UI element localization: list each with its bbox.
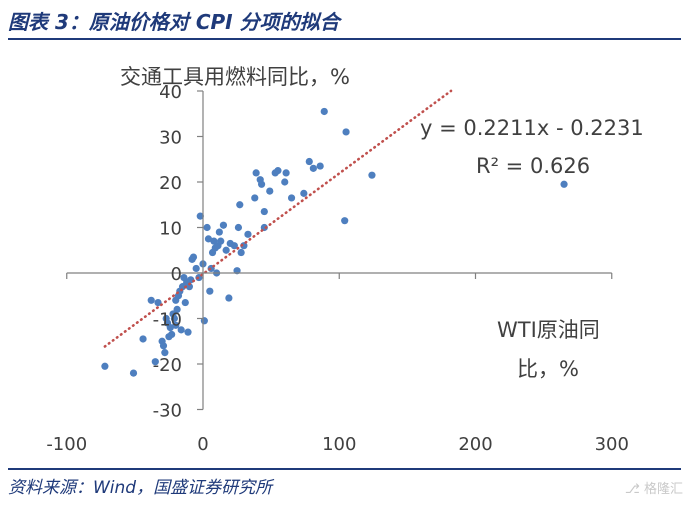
data-point (168, 330, 176, 339)
data-point (274, 167, 282, 175)
data-point (217, 237, 225, 245)
data-point (196, 212, 204, 220)
y-tick-label: 40 (159, 82, 182, 103)
data-point (260, 207, 268, 216)
r-squared: R² = 0.626 (476, 154, 590, 178)
x-tick-label: 300 (595, 434, 629, 455)
title-rule (8, 38, 681, 40)
trendline-layer (103, 89, 453, 348)
data-point (282, 169, 290, 177)
data-point (341, 217, 349, 225)
data-point (181, 298, 189, 307)
data-point (560, 180, 568, 188)
data-point (151, 358, 159, 366)
data-point (139, 335, 147, 343)
data-point (368, 171, 376, 179)
data-point (236, 201, 244, 209)
watermark-logo: ⎇ 格隆汇 (624, 482, 683, 497)
data-point (266, 187, 274, 195)
data-point (342, 128, 350, 136)
data-point (185, 283, 193, 291)
x-tick-label: 100 (322, 434, 356, 455)
data-point (154, 298, 162, 307)
y-tick-label: 0 (171, 264, 182, 285)
y-tick-label: 30 (159, 128, 182, 149)
data-point (244, 230, 252, 238)
data-point (161, 349, 169, 357)
data-point (287, 194, 296, 202)
y-tick-label: 10 (159, 219, 182, 240)
y-axis-label: 交通工具用燃料同比，% (120, 65, 350, 89)
source-note: 资料来源：Wind，国盛证券研究所 (8, 478, 273, 498)
x-tick-label: -100 (46, 434, 87, 455)
data-point (281, 178, 289, 186)
data-point (172, 321, 180, 329)
y-tick-label: 20 (159, 173, 182, 194)
x-tick-label: 200 (458, 434, 492, 455)
data-point (230, 242, 238, 250)
data-point (192, 264, 200, 273)
trend-equation: y = 0.2211x - 0.2231 (420, 116, 644, 140)
footer-rule (8, 468, 681, 470)
data-point (147, 296, 155, 304)
data-point (234, 223, 243, 232)
data-point (189, 253, 198, 261)
y-tick-label: -30 (153, 401, 182, 422)
data-point (170, 314, 178, 323)
data-point (222, 246, 230, 254)
figure-title: 图表 3：原油价格对 CPI 分项的拟合 (8, 10, 340, 34)
data-point (305, 157, 313, 166)
axes-layer (66, 90, 613, 411)
data-point (215, 228, 223, 236)
data-point (251, 194, 259, 202)
data-point (129, 369, 138, 377)
data-point (101, 362, 109, 370)
data-point (309, 164, 317, 172)
data-point (316, 162, 324, 170)
data-point (257, 180, 266, 188)
data-point (173, 305, 181, 313)
y-tick-label: -10 (153, 310, 182, 331)
data-point (206, 287, 214, 295)
watermark-text: 格隆汇 (643, 482, 683, 497)
data-point (159, 342, 168, 350)
x-axis-label-line-2: 比，% (517, 357, 579, 381)
data-point (177, 326, 185, 334)
data-point (166, 324, 174, 332)
y-tick-label: -20 (153, 355, 182, 376)
x-axis-label-line-1: WTI原油同 (497, 318, 600, 342)
data-point (184, 328, 192, 336)
data-point (225, 294, 233, 302)
data-point (219, 221, 228, 229)
x-tick-label: 0 (197, 434, 208, 455)
data-point (320, 107, 328, 116)
data-point (237, 248, 245, 257)
trendline (103, 89, 453, 348)
data-point (204, 235, 213, 243)
data-point (203, 223, 211, 232)
data-point (252, 169, 260, 177)
data-point (300, 189, 308, 197)
